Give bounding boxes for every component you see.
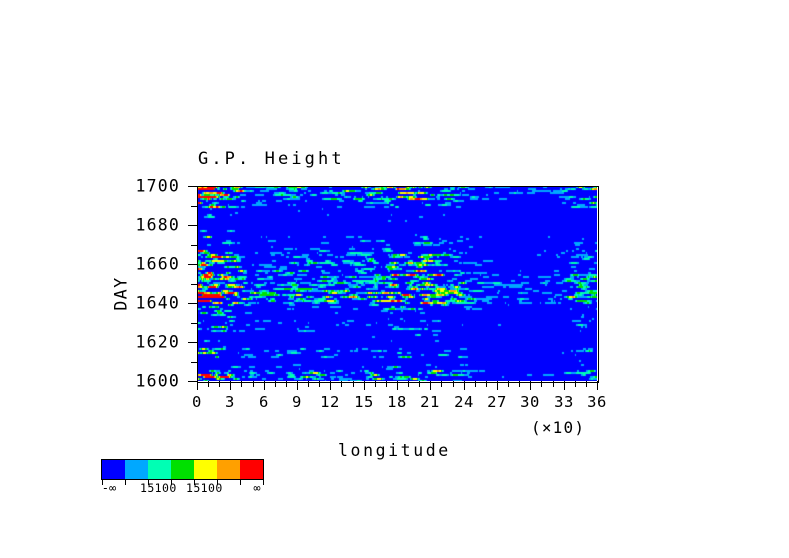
- x-axis-label: longitude: [338, 441, 451, 460]
- heatmap-plot-area: [197, 186, 597, 381]
- y-tick-label: 1700: [135, 176, 180, 196]
- y-tick-label: 1600: [135, 371, 180, 391]
- colorbar-band: [148, 460, 171, 479]
- x-tick-major: [264, 381, 265, 390]
- colorbar-tick-label: 15100: [140, 481, 177, 495]
- x-tick-minor: [541, 381, 542, 387]
- y-tick-minor: [191, 284, 197, 285]
- colorbar-tick: [240, 479, 241, 485]
- x-tick-major: [430, 381, 431, 390]
- colorbar-max-label: ∞: [253, 481, 261, 495]
- x-tick-minor: [275, 381, 276, 387]
- x-tick-minor: [286, 381, 287, 387]
- colorbar-tick: [263, 479, 264, 485]
- x-tick-major: [197, 381, 198, 390]
- x-tick-label: 30: [520, 393, 540, 411]
- x-tick-major: [597, 381, 598, 390]
- y-tick-major: [188, 303, 197, 304]
- y-tick-label: 1640: [135, 293, 180, 313]
- page-title: G.P. Height: [198, 149, 345, 169]
- x-tick-label: 6: [259, 393, 269, 411]
- colorbar-min-label: -∞: [101, 481, 117, 495]
- colorbar-tick: [217, 479, 218, 485]
- colorbar-band: [171, 460, 194, 479]
- x-tick-label: 36: [587, 393, 607, 411]
- x-tick-major: [497, 381, 498, 390]
- x-tick-major: [230, 381, 231, 390]
- x-tick-minor: [241, 381, 242, 387]
- x-tick-minor: [341, 381, 342, 387]
- x-tick-minor: [253, 381, 254, 387]
- x-tick-minor: [419, 381, 420, 387]
- y-tick-minor: [191, 362, 197, 363]
- colorbar-band: [240, 460, 263, 479]
- colorbar: [101, 459, 264, 480]
- colorbar-tick: [125, 479, 126, 485]
- heatmap-canvas: [197, 186, 597, 381]
- y-tick-minor: [191, 323, 197, 324]
- x-tick-major: [397, 381, 398, 390]
- y-tick-major: [188, 381, 197, 382]
- colorbar-tick: [171, 479, 172, 485]
- x-tick-minor: [353, 381, 354, 387]
- colorbar-band: [217, 460, 240, 479]
- x-tick-minor: [441, 381, 442, 387]
- x-tick-label: 9: [292, 393, 302, 411]
- x-tick-label: 12: [320, 393, 340, 411]
- x-tick-minor: [319, 381, 320, 387]
- y-tick-major: [188, 342, 197, 343]
- x-tick-minor: [408, 381, 409, 387]
- colorbar-tick: [194, 479, 195, 485]
- x-tick-major: [364, 381, 365, 390]
- x-tick-minor: [375, 381, 376, 387]
- x-tick-label: 21: [420, 393, 440, 411]
- x-tick-minor: [208, 381, 209, 387]
- x-tick-major: [464, 381, 465, 390]
- y-tick-minor: [191, 206, 197, 207]
- colorbar-tick: [102, 479, 103, 485]
- x-tick-major: [297, 381, 298, 390]
- x-tick-minor: [508, 381, 509, 387]
- y-tick-label: 1620: [135, 332, 180, 352]
- x-tick-minor: [553, 381, 554, 387]
- colorbar-band: [125, 460, 148, 479]
- y-tick-major: [188, 264, 197, 265]
- y-tick-label: 1680: [135, 215, 180, 235]
- x-tick-label: 24: [454, 393, 474, 411]
- colorbar-band: [102, 460, 125, 479]
- x-tick-minor: [453, 381, 454, 387]
- x-tick-minor: [575, 381, 576, 387]
- x-tick-major: [530, 381, 531, 390]
- x-tick-minor: [486, 381, 487, 387]
- y-tick-label: 1660: [135, 254, 180, 274]
- x-tick-label: 18: [387, 393, 407, 411]
- x-tick-minor: [219, 381, 220, 387]
- y-axis-label: DAY: [111, 276, 131, 311]
- x-tick-label: 15: [354, 393, 374, 411]
- x-tick-major: [564, 381, 565, 390]
- y-tick-major: [188, 225, 197, 226]
- x-tick-minor: [386, 381, 387, 387]
- x-axis-multiplier-label: (×10): [531, 418, 586, 437]
- x-tick-major: [330, 381, 331, 390]
- x-tick-label: 27: [487, 393, 507, 411]
- x-tick-minor: [519, 381, 520, 387]
- y-tick-minor: [191, 245, 197, 246]
- x-tick-minor: [475, 381, 476, 387]
- x-tick-label: 0: [192, 393, 202, 411]
- x-tick-label: 33: [554, 393, 574, 411]
- x-tick-minor: [586, 381, 587, 387]
- colorbar-tick: [148, 479, 149, 485]
- x-tick-label: 3: [225, 393, 235, 411]
- x-tick-minor: [308, 381, 309, 387]
- colorbar-tick-label: 15100: [186, 481, 223, 495]
- y-tick-major: [188, 186, 197, 187]
- colorbar-band: [194, 460, 217, 479]
